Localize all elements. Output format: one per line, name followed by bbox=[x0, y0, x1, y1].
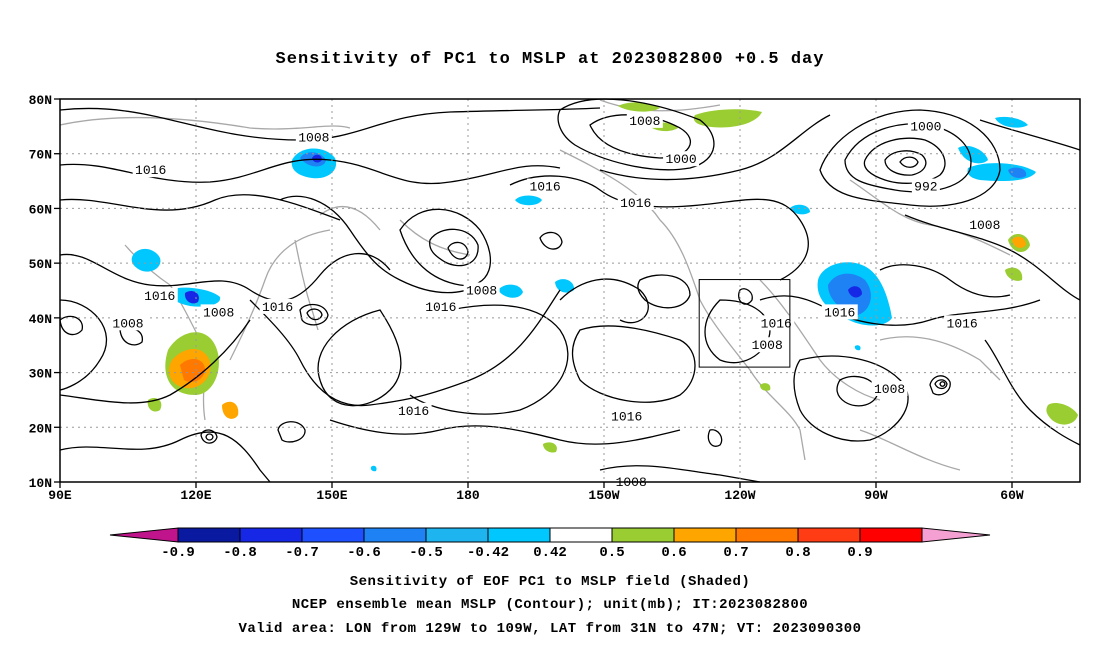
colorbar-label: 0.9 bbox=[847, 545, 872, 561]
colorbar-label: 0.42 bbox=[533, 545, 567, 561]
contour-label: 1008 bbox=[629, 114, 660, 129]
colorbar-bin bbox=[177, 527, 241, 543]
contour-label: 992 bbox=[914, 180, 937, 195]
colorbar-label: 0.8 bbox=[785, 545, 810, 561]
contour-label: 1008 bbox=[466, 284, 497, 299]
lat-tick-label: 10N bbox=[29, 476, 52, 491]
lat-tick-label: 40N bbox=[29, 312, 52, 327]
lat-tick-label: 60N bbox=[29, 202, 52, 217]
lon-tick-label: 90W bbox=[864, 488, 888, 500]
contour-label: 1016 bbox=[761, 316, 792, 331]
colorbar-bin bbox=[239, 527, 303, 543]
lon-tick-label: 150W bbox=[588, 488, 619, 500]
map-frame bbox=[59, 98, 1081, 483]
contour-label: 1000 bbox=[665, 152, 696, 167]
colorbar-label: -0.5 bbox=[409, 545, 443, 561]
contour-label: 1016 bbox=[144, 289, 175, 304]
contour-label: 1008 bbox=[969, 218, 1000, 233]
valid-area-box bbox=[698, 279, 791, 368]
colorbar-bin bbox=[363, 527, 427, 543]
map-title: Sensitivity of PC1 to MSLP at 2023082800… bbox=[275, 50, 825, 69]
footer-line-1: Sensitivity of EOF PC1 to MSLP field (Sh… bbox=[349, 574, 751, 590]
lon-tick-label: 180 bbox=[456, 488, 480, 500]
colorbar-label: -0.8 bbox=[223, 545, 257, 561]
colorbar-label: -0.9 bbox=[161, 545, 195, 561]
colorbar-label: 0.6 bbox=[661, 545, 686, 561]
lat-tick-label: 50N bbox=[29, 257, 52, 272]
contour-label: 1016 bbox=[620, 196, 651, 211]
colorbar-bin bbox=[735, 527, 799, 543]
colorbar-high-triangle bbox=[921, 527, 991, 543]
colorbar-low-triangle bbox=[109, 527, 179, 543]
colorbar-label: -0.42 bbox=[467, 545, 509, 561]
lat-tick-label: 70N bbox=[29, 148, 52, 163]
contour-label: 1016 bbox=[947, 316, 978, 331]
contour-label: 1008 bbox=[112, 316, 143, 331]
lat-tick-label: 80N bbox=[29, 93, 52, 108]
contour-label: 1008 bbox=[298, 130, 329, 145]
lon-tick-label: 90E bbox=[48, 488, 72, 500]
latitude-axis: 80N 70N 60N 50N 40N 30N 20N 10N bbox=[29, 93, 60, 491]
colorbar-bin bbox=[425, 527, 489, 543]
contour-label: 1016 bbox=[611, 409, 642, 424]
sensitivity-shading bbox=[131, 102, 1078, 472]
contour-label: 1000 bbox=[910, 119, 941, 134]
contour-label: 1008 bbox=[203, 305, 234, 320]
colorbar-bin bbox=[487, 527, 551, 543]
contour-label: 1016 bbox=[529, 180, 560, 195]
colorbar-bin bbox=[797, 527, 861, 543]
footer-line-3: Valid area: LON from 129W to 109W, LAT f… bbox=[238, 621, 862, 637]
footer-line-2: NCEP ensemble mean MSLP (Contour); unit(… bbox=[291, 597, 809, 613]
contour-label: 1008 bbox=[874, 382, 905, 397]
contour-label: 1016 bbox=[398, 404, 429, 419]
lon-tick-label: 150E bbox=[316, 488, 347, 500]
contour-label: 1016 bbox=[262, 300, 293, 315]
lon-tick-label: 120E bbox=[180, 488, 211, 500]
mslp-contours bbox=[59, 98, 1081, 483]
contour-label: 1016 bbox=[425, 300, 456, 315]
lon-tick-label: 60W bbox=[1000, 488, 1024, 500]
colorbar-bin bbox=[859, 527, 923, 543]
longitude-axis: 90E 120E 150E 180 150W 120W 90W 60W bbox=[48, 482, 1024, 500]
contour-label: 1016 bbox=[135, 163, 166, 178]
contour-label: 1016 bbox=[824, 305, 855, 320]
lon-tick-label: 120W bbox=[724, 488, 755, 500]
colorbar-label: -0.7 bbox=[285, 545, 319, 561]
colorbar-bin bbox=[549, 527, 613, 543]
colorbar-label: 0.7 bbox=[723, 545, 748, 561]
lat-tick-label: 20N bbox=[29, 421, 52, 436]
colorbar-bin bbox=[611, 527, 675, 543]
contour-label: 1008 bbox=[752, 338, 783, 353]
lat-tick-label: 30N bbox=[29, 367, 52, 382]
colorbar-bin bbox=[301, 527, 365, 543]
colorbar-label: 0.5 bbox=[599, 545, 624, 561]
colorbar: -0.9 -0.8 -0.7 -0.6 -0.5 -0.42 0.42 0.5 0.6 0.7 0.… bbox=[109, 527, 991, 561]
coastlines bbox=[59, 99, 1011, 471]
colorbar-label: -0.6 bbox=[347, 545, 381, 561]
colorbar-bin bbox=[673, 527, 737, 543]
